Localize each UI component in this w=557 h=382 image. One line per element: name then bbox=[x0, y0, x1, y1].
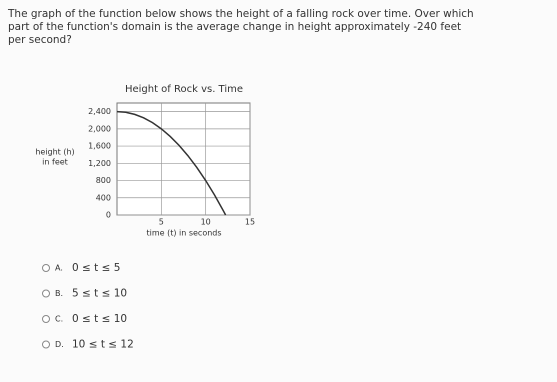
radio-button[interactable] bbox=[42, 289, 50, 298]
question-line: part of the function's domain is the ave… bbox=[8, 21, 461, 33]
option-text: 0 ≤ t ≤ 10 bbox=[72, 313, 127, 325]
y-tick-label: 400 bbox=[96, 193, 111, 202]
plot-area bbox=[116, 102, 251, 216]
option-letter: B. bbox=[55, 289, 63, 298]
question-line: per second? bbox=[8, 34, 72, 46]
x-tick-label: 10 bbox=[201, 218, 211, 227]
option-letter: D. bbox=[55, 340, 64, 349]
y-tick-label: 1,600 bbox=[88, 142, 111, 151]
y-tick-label: 2,000 bbox=[88, 124, 111, 133]
x-axis-label: time (t) in seconds bbox=[146, 229, 221, 238]
y-axis-label: height (h) bbox=[35, 148, 74, 157]
y-axis-label: in feet bbox=[42, 158, 68, 167]
radio-button[interactable] bbox=[42, 315, 50, 323]
y-tick-label: 1,200 bbox=[88, 159, 111, 168]
option-letter: A. bbox=[55, 264, 63, 273]
radio-button[interactable] bbox=[42, 340, 50, 349]
option-text: 10 ≤ t ≤ 12 bbox=[72, 339, 134, 351]
x-tick-label: 15 bbox=[245, 218, 255, 227]
question-line: The graph of the function below shows th… bbox=[7, 8, 474, 20]
y-tick-label: 0 bbox=[106, 211, 111, 220]
y-tick-label: 800 bbox=[96, 176, 111, 185]
data-line bbox=[116, 110, 227, 216]
radio-button[interactable] bbox=[42, 264, 50, 272]
option-text: 5 ≤ t ≤ 10 bbox=[72, 288, 127, 300]
x-tick-label: 5 bbox=[159, 218, 164, 227]
option-text: 0 ≤ t ≤ 5 bbox=[72, 262, 120, 274]
option-letter: C. bbox=[55, 315, 63, 324]
y-tick-label: 2,400 bbox=[88, 107, 111, 116]
chart-title: Height of Rock vs. Time bbox=[125, 84, 243, 95]
